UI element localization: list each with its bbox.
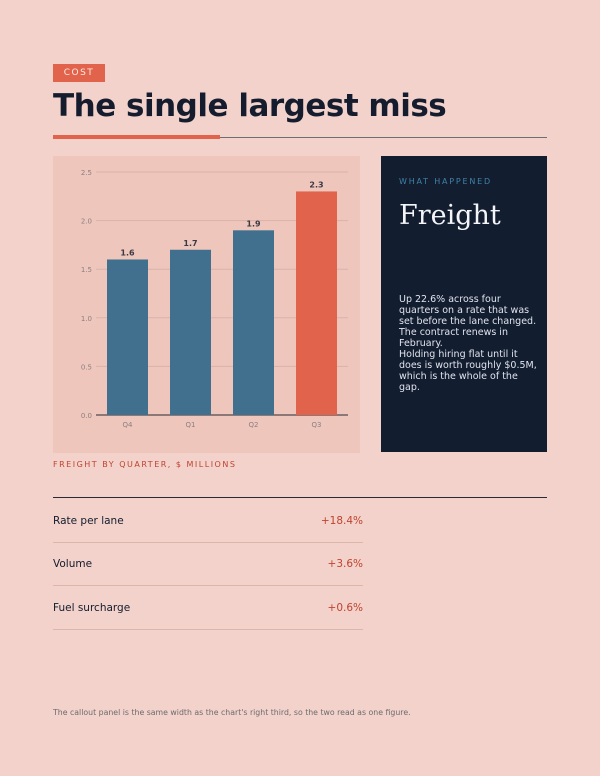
- callout-panel: WHAT HAPPENED Freight Up 22.6% across fo…: [381, 156, 547, 452]
- y-tick-label: 1.0: [81, 315, 92, 323]
- driver-label: Fuel surcharge: [53, 602, 131, 614]
- chart-caption: FREIGHT BY QUARTER, $ MILLIONS: [53, 460, 237, 469]
- section-tag: COST: [53, 64, 105, 82]
- driver-label: Volume: [53, 558, 93, 570]
- data-label: 2.3: [309, 180, 323, 189]
- callout-kicker: WHAT HAPPENED: [399, 177, 492, 186]
- bar: [107, 259, 148, 415]
- bar: [170, 249, 211, 415]
- driver-value: +18.4%: [320, 515, 363, 527]
- callout-paragraph-1: Up 22.6% across four quarters on a rate …: [399, 294, 537, 349]
- x-tick-label: Q3: [312, 421, 322, 429]
- y-tick-label: 2.0: [81, 218, 92, 226]
- driver-value: +0.6%: [327, 602, 363, 614]
- bar: [296, 191, 337, 415]
- title-rule: [220, 137, 547, 138]
- y-tick-label: 0.0: [81, 412, 92, 420]
- x-tick-label: Q4: [123, 421, 134, 429]
- data-label: 1.9: [246, 219, 261, 228]
- bar: [233, 230, 274, 415]
- callout-heading: Freight: [399, 200, 501, 231]
- table-row: Fuel surcharge +0.6%: [53, 587, 363, 630]
- table-row: Volume +3.6%: [53, 543, 363, 586]
- bar-chart: 0.0 0.5 1.0 1.5 2.0 2.5 1.6 Q4 1.7 Q1 1.9 Q2 2.3 Q3: [81, 169, 348, 429]
- chart-area: 0.0 0.5 1.0 1.5 2.0 2.5 1.6 Q4 1.7 Q1 1.9 Q2 2.3 Q3: [53, 156, 360, 453]
- data-label: 1.6: [120, 248, 135, 257]
- footnote: The callout panel is the same width as t…: [53, 708, 411, 717]
- page-title: The single largest miss: [53, 88, 447, 124]
- callout-paragraph-2: Holding hiring flat until it does is wor…: [399, 349, 537, 393]
- x-tick-label: Q1: [186, 421, 196, 429]
- y-tick-label: 1.5: [81, 266, 92, 274]
- table-row: Rate per lane +18.4%: [53, 500, 363, 543]
- driver-value: +3.6%: [327, 558, 363, 570]
- data-label: 1.7: [183, 239, 197, 248]
- driver-label: Rate per lane: [53, 515, 124, 527]
- x-tick-label: Q2: [249, 421, 259, 429]
- title-accent-rule: [53, 135, 220, 139]
- y-tick-label: 2.5: [81, 169, 92, 177]
- table-top-rule: [53, 497, 547, 498]
- y-tick-label: 0.5: [81, 363, 92, 371]
